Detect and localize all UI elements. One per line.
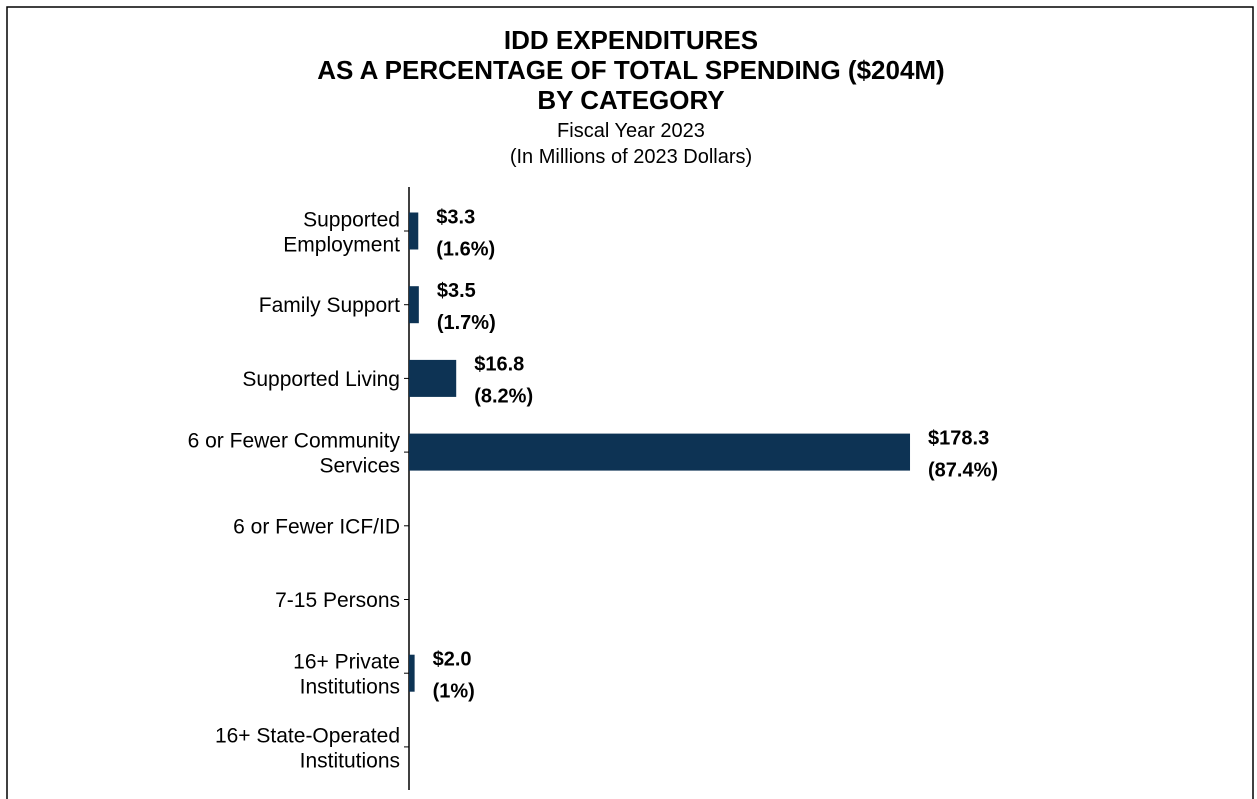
value-label: $3.5 — [437, 280, 476, 302]
y-tick-label: 6 or Fewer ICF/ID — [233, 515, 400, 538]
value-label: $178.3 — [928, 427, 989, 449]
y-tick-label: Supported Living — [242, 368, 400, 391]
value-label: $2.0 — [433, 648, 472, 670]
y-tick-label: 16+ Private Institutions — [293, 650, 400, 698]
chart-title: IDD EXPENDITURES AS A PERCENTAGE OF TOTAL… — [317, 25, 944, 115]
bar — [409, 654, 415, 692]
percent-label: (1%) — [433, 680, 475, 702]
y-tick-label: 7-15 Persons — [275, 589, 400, 612]
bar — [409, 212, 419, 250]
bar — [409, 433, 911, 471]
y-tick-label: Supported Employment — [283, 208, 400, 256]
percent-label: (1.6%) — [436, 238, 495, 260]
chart-subtitle: Fiscal Year 2023 (In Millions of 2023 Dol… — [510, 120, 752, 168]
bar — [409, 286, 419, 324]
y-tick-label: 16+ State-Operated Institutions — [215, 724, 400, 772]
value-label: $16.8 — [474, 354, 524, 376]
y-tick-label: Family Support — [259, 294, 400, 317]
percent-label: (87.4%) — [928, 459, 998, 481]
frame — [6, 6, 1254, 799]
value-label: $3.3 — [436, 206, 475, 228]
percent-label: (8.2%) — [474, 386, 533, 408]
bar — [409, 359, 457, 397]
percent-label: (1.7%) — [437, 312, 496, 334]
y-tick-label: 6 or Fewer Community Services — [188, 429, 401, 477]
